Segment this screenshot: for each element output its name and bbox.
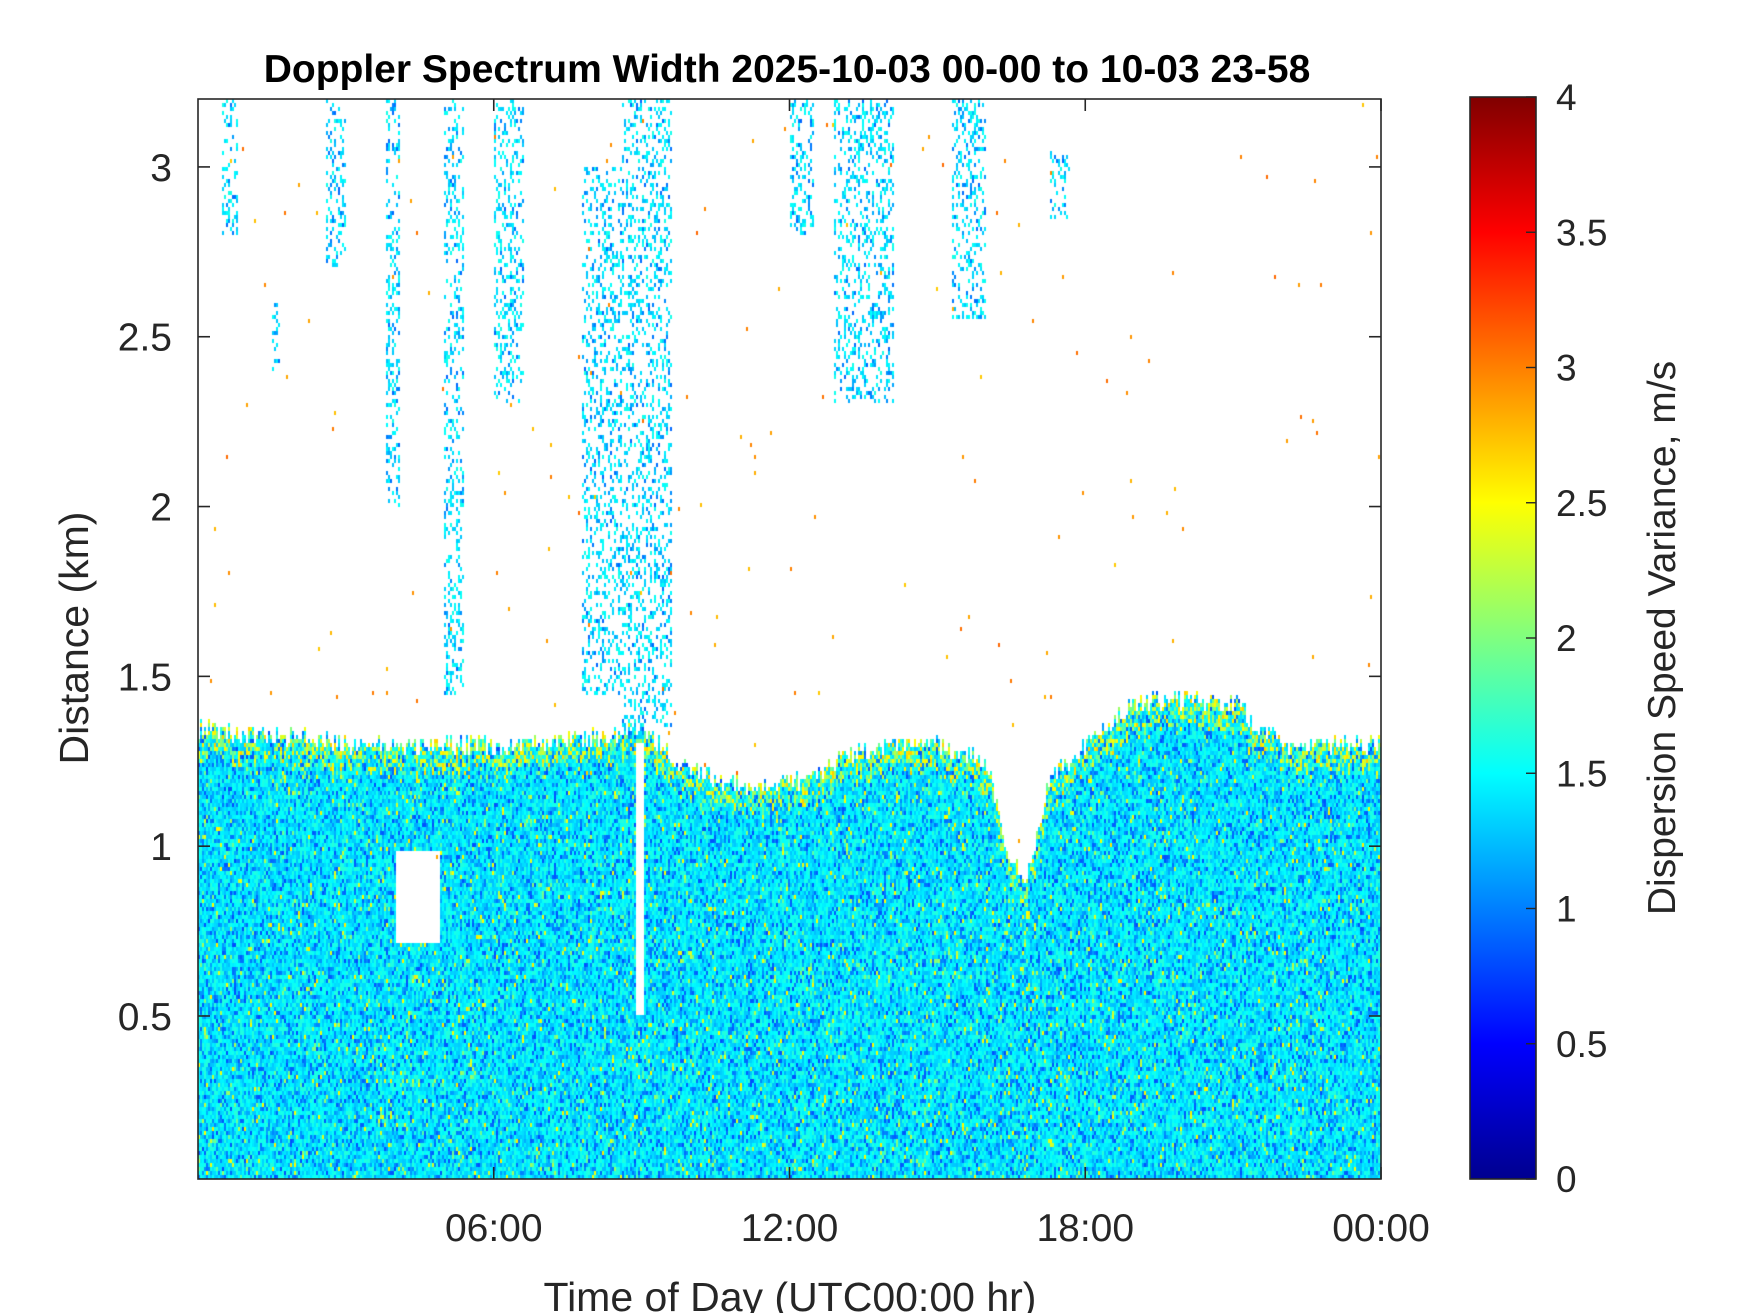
chart-title: Doppler Spectrum Width 2025-10-03 00-00 … [264,48,1311,91]
y-tick-label: 1.5 [118,656,172,699]
x-tick-label: 00:00 [1332,1207,1430,1250]
colorbar-tick-label: 4 [1556,77,1577,118]
colorbar-tick-label: 1.5 [1556,753,1607,794]
x-axis: 06:00 12:00 18:00 00:00 [445,99,1430,1250]
colorbar-tick-label: 2 [1556,618,1577,659]
plot-area: 06:00 12:00 18:00 00:00 0.5 1 1.5 2 2.5 3 [118,98,1430,1250]
y-tick-label: 3 [150,147,172,190]
y-tick-label: 2.5 [118,317,172,360]
x-tick-label: 18:00 [1036,1207,1134,1250]
x-axis-label: Time of Day (UTC00:00 hr) [544,1274,1037,1313]
x-tick-label: 12:00 [741,1207,839,1250]
colorbar-tick-label: 3.5 [1556,212,1607,253]
colorbar-ticks: 0 0.5 1 1.5 2 2.5 3 3.5 4 [1526,77,1607,1200]
x-tick-label: 06:00 [445,1207,543,1250]
colorbar: 0 0.5 1 1.5 2 2.5 3 3.5 4 Dispersion Speed Varia… [1469,77,1684,1200]
y-tick-label: 2 [150,487,172,530]
colorbar-tick-label: 0 [1556,1159,1577,1200]
y-axis: 0.5 1 1.5 2 2.5 3 [118,147,1381,1039]
colorbar-tick-label: 0.5 [1556,1024,1607,1065]
colorbar-tick-label: 1 [1556,889,1577,930]
y-tick-label: 1 [150,826,172,869]
y-axis-label: Distance (km) [51,512,97,765]
colorbar-label: Dispersion Speed Variance, m/s [1641,361,1684,915]
colorbar-gradient [1469,96,1537,1180]
y-tick-label: 0.5 [118,996,172,1039]
colorbar-tick-label: 3 [1556,348,1577,389]
colorbar-tick-label: 2.5 [1556,483,1607,524]
heatmap-image [198,99,1381,1179]
